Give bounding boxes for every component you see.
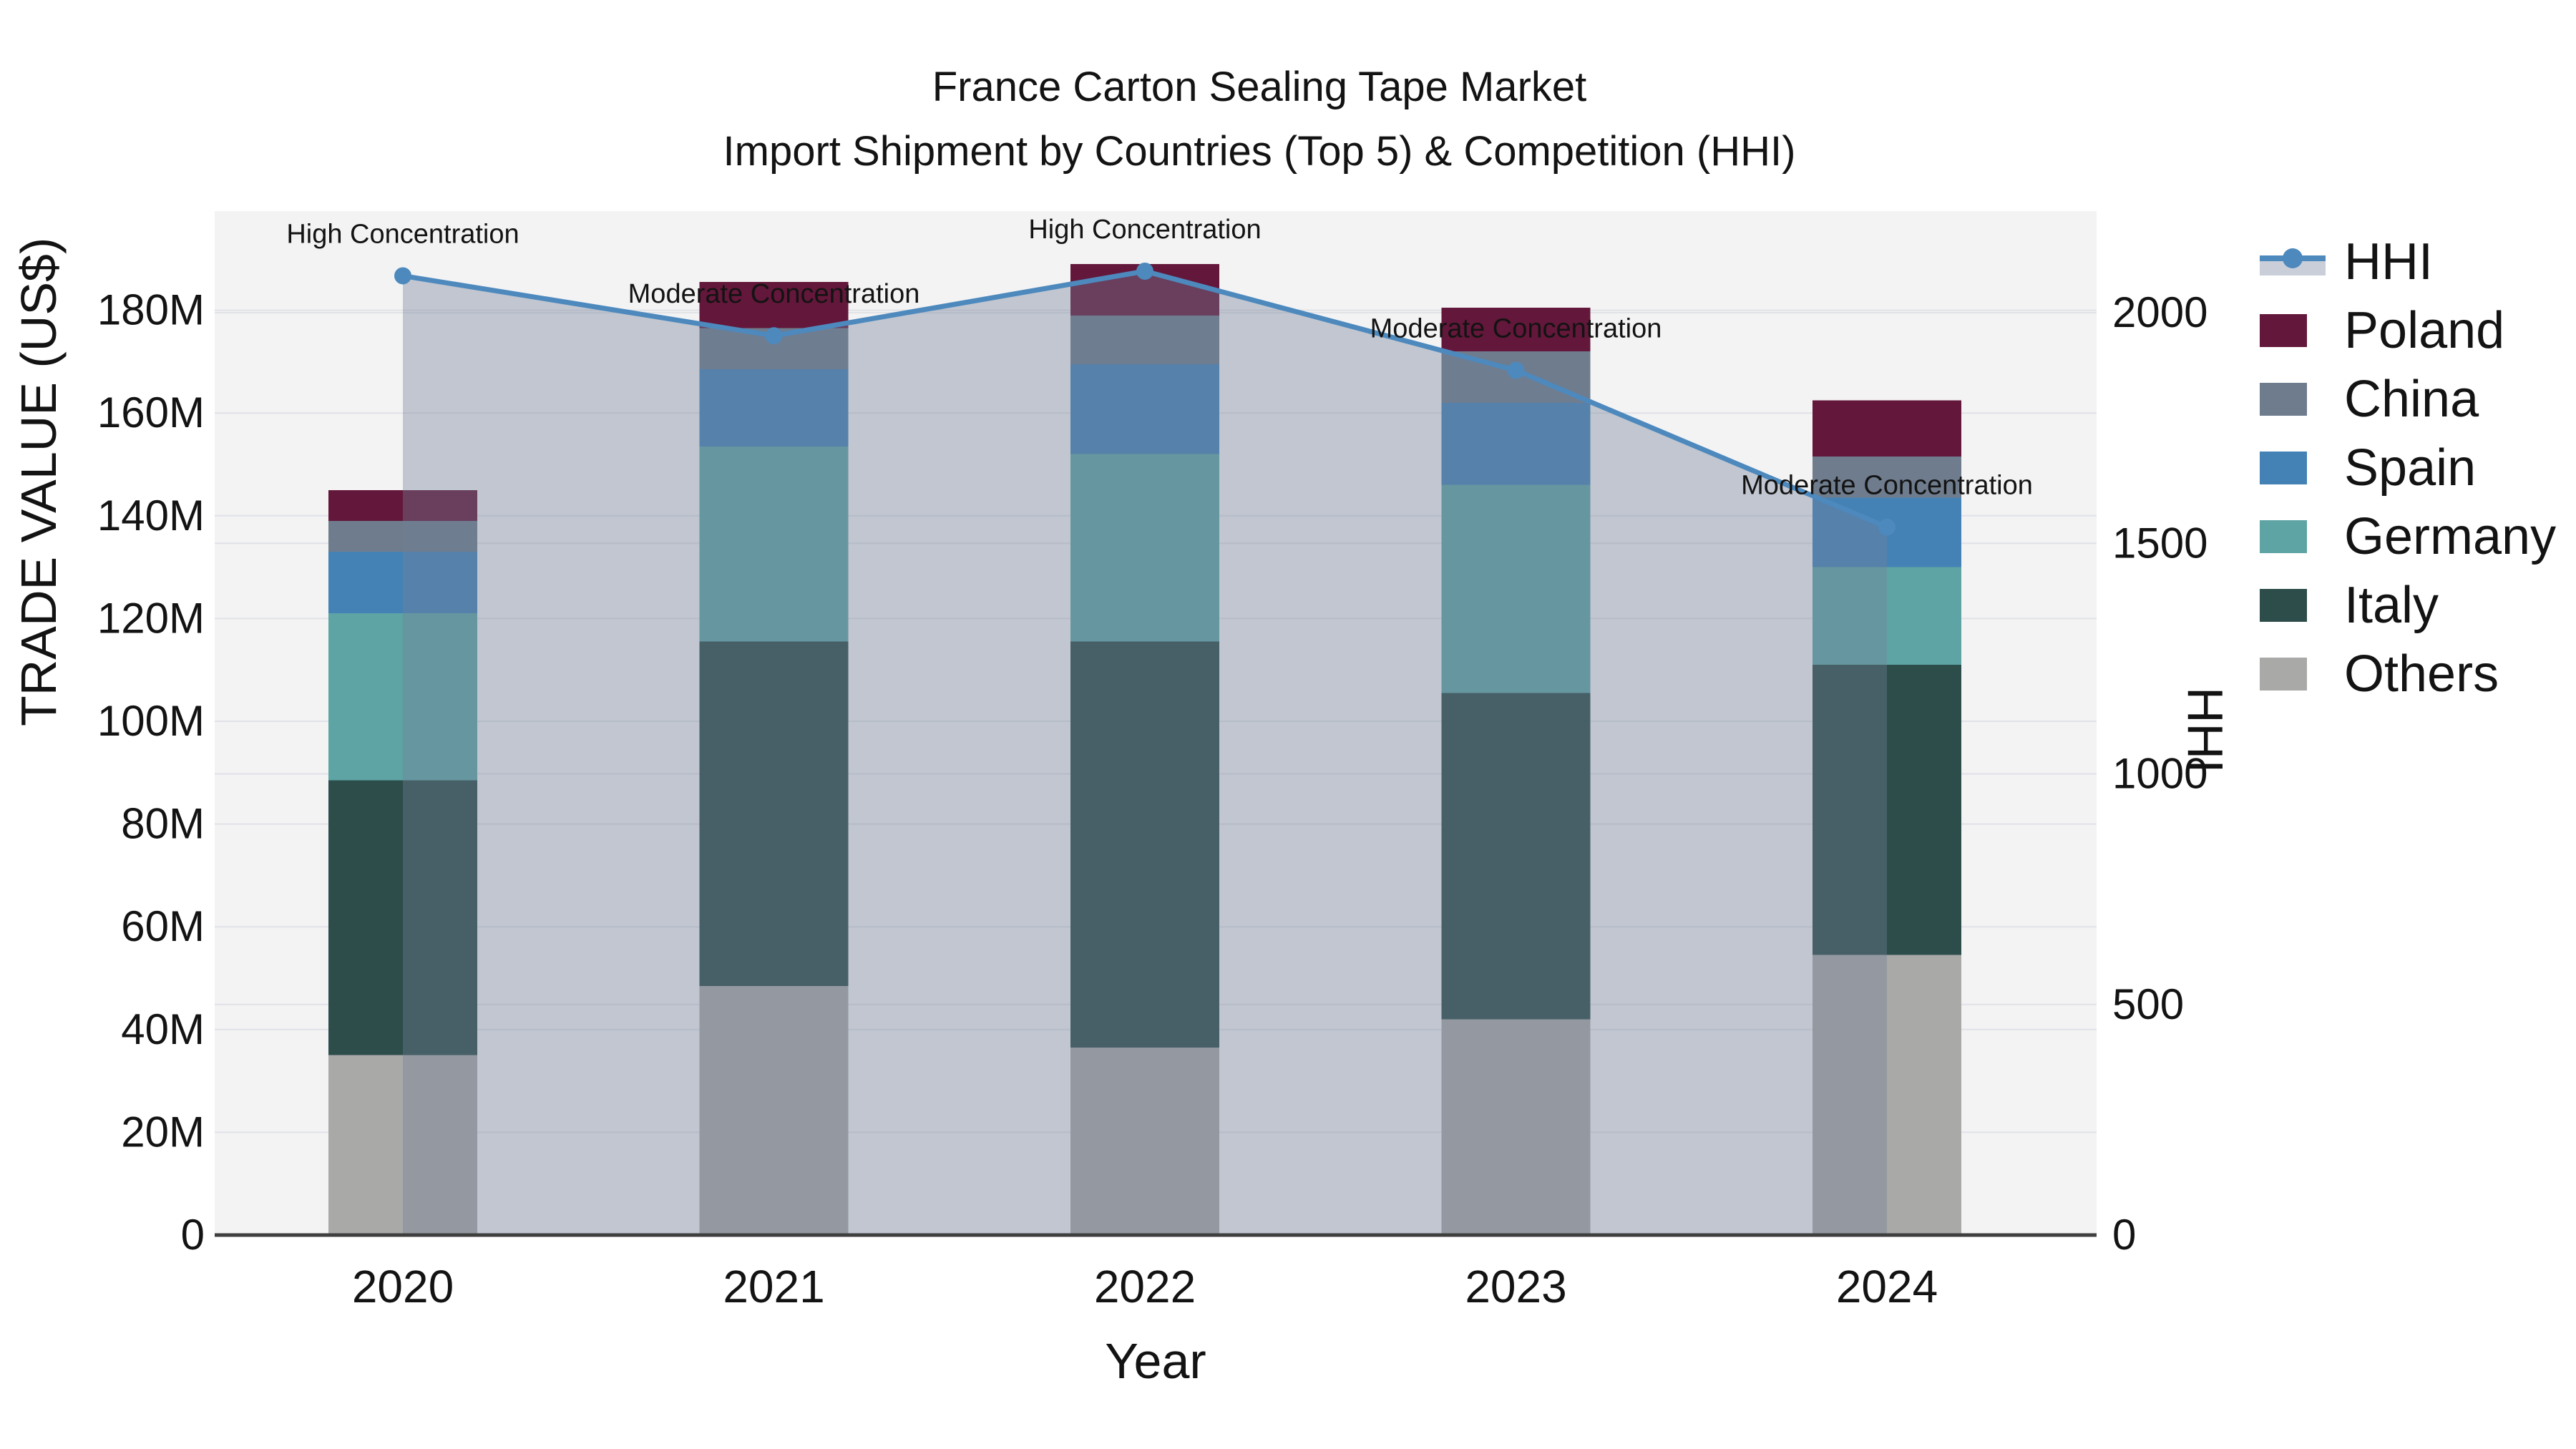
bar-segment-spain-2020[interactable] (328, 552, 477, 614)
legend-label: Poland (2344, 302, 2505, 359)
annotation-2022: High Concentration (1028, 215, 1261, 245)
bar-segment-spain-2023[interactable] (1441, 402, 1591, 485)
bar-segment-germany-2020[interactable] (328, 613, 477, 781)
hhi-line-legend-icon (2260, 245, 2326, 278)
spain-color-swatch (2260, 452, 2307, 484)
bar-segment-spain-2021[interactable] (699, 369, 849, 447)
hhi-marker-2023[interactable] (1507, 361, 1525, 379)
legend-item-poland[interactable]: Poland (2260, 296, 2556, 365)
legend-item-others[interactable]: Others (2260, 640, 2556, 708)
bar-segment-germany-2022[interactable] (1070, 454, 1219, 642)
y-left-tick-120M: 120M (97, 594, 205, 642)
hhi-area-fill (403, 270, 1887, 1235)
legend-item-hhi[interactable]: HHI (2260, 228, 2556, 296)
x-tick-2020: 2020 (352, 1261, 454, 1312)
y-right-tick-1500: 1500 (2112, 519, 2207, 567)
others-color-swatch (2260, 658, 2307, 691)
y-left-tick-100M: 100M (97, 697, 205, 745)
bar-segment-others-2022[interactable] (1070, 1047, 1219, 1235)
bar-segment-italy-2022[interactable] (1070, 641, 1219, 1048)
y-right-tick-2000: 2000 (2112, 288, 2207, 336)
bar-segment-germany-2024[interactable] (1813, 567, 1961, 665)
y-axis-left-title: TRADE VALUE (US$) (11, 237, 67, 726)
bar-segment-poland-2024[interactable] (1813, 400, 1961, 457)
bar-segment-italy-2021[interactable] (699, 641, 849, 986)
y-left-tick-20M: 20M (121, 1108, 205, 1156)
bar-segment-poland-2021[interactable] (699, 282, 849, 328)
annotation-2023: Moderate Concentration (1370, 314, 1662, 344)
hhi-marker-2021[interactable] (765, 327, 783, 345)
y-right-tick-0: 0 (2112, 1211, 2136, 1259)
legend-label: Others (2344, 645, 2499, 703)
x-axis-title: Year (1105, 1333, 1206, 1389)
y-axis-right-title: HHI (2177, 687, 2233, 774)
bar-segment-italy-2023[interactable] (1441, 693, 1591, 1020)
bar-segment-others-2020[interactable] (328, 1055, 477, 1235)
bar-segment-italy-2020[interactable] (328, 780, 477, 1055)
legend-item-italy[interactable]: Italy (2260, 571, 2556, 640)
hhi-marker-2020[interactable] (394, 267, 411, 285)
annotation-2024: Moderate Concentration (1741, 471, 2033, 501)
y-right-tick-500: 500 (2112, 980, 2184, 1028)
bar-segment-spain-2022[interactable] (1070, 364, 1219, 454)
bar-segment-poland-2023[interactable] (1441, 308, 1591, 352)
y-left-tick-80M: 80M (121, 800, 205, 848)
legend-label: China (2344, 371, 2479, 428)
bar-segment-china-2024[interactable] (1813, 457, 1961, 498)
legend-item-china[interactable]: China (2260, 365, 2556, 434)
annotation-2021: Moderate Concentration (628, 279, 920, 309)
bar-segment-others-2024[interactable] (1813, 955, 1961, 1235)
china-color-swatch (2260, 383, 2307, 416)
y-left-tick-0: 0 (181, 1211, 205, 1259)
x-tick-2022: 2022 (1094, 1261, 1196, 1312)
y-left-tick-160M: 160M (97, 389, 205, 436)
bar-segment-others-2021[interactable] (699, 985, 849, 1235)
chart-title-line-1: France Carton Sealing Tape Market (932, 64, 1587, 110)
bar-segment-germany-2023[interactable] (1441, 484, 1591, 693)
bar-segment-germany-2021[interactable] (699, 446, 849, 642)
legend: HHI Poland China Spain Germany Italy Others (2260, 228, 2556, 708)
x-tick-2021: 2021 (723, 1261, 824, 1312)
y-right-tick-1000: 1000 (2112, 750, 2207, 798)
bar-segment-poland-2020[interactable] (328, 489, 477, 521)
y-left-tick-60M: 60M (121, 902, 205, 950)
x-tick-2024: 2024 (1836, 1261, 1938, 1312)
hhi-marker-2022[interactable] (1136, 262, 1153, 280)
legend-item-germany[interactable]: Germany (2260, 502, 2556, 571)
legend-label: Italy (2344, 577, 2439, 634)
legend-label: Germany (2344, 508, 2557, 565)
x-tick-2023: 2023 (1465, 1261, 1566, 1312)
y-left-tick-40M: 40M (121, 1005, 205, 1053)
legend-item-spain[interactable]: Spain (2260, 434, 2556, 502)
y-left-tick-140M: 140M (97, 492, 205, 540)
legend-label: Spain (2344, 439, 2477, 497)
y-left-tick-180M: 180M (97, 286, 205, 334)
hhi-marker-2024[interactable] (1878, 518, 1896, 536)
bar-segment-china-2022[interactable] (1070, 315, 1219, 364)
chart-title-line-2: Import Shipment by Countries (Top 5) & C… (723, 128, 1796, 175)
bar-segment-italy-2024[interactable] (1813, 665, 1961, 955)
bar-segment-china-2020[interactable] (328, 520, 477, 552)
italy-color-swatch (2260, 589, 2307, 622)
bar-segment-others-2023[interactable] (1441, 1019, 1591, 1235)
legend-label: HHI (2344, 233, 2433, 291)
annotation-2020: High Concentration (286, 219, 519, 249)
germany-color-swatch (2260, 520, 2307, 553)
poland-color-swatch (2260, 314, 2307, 347)
